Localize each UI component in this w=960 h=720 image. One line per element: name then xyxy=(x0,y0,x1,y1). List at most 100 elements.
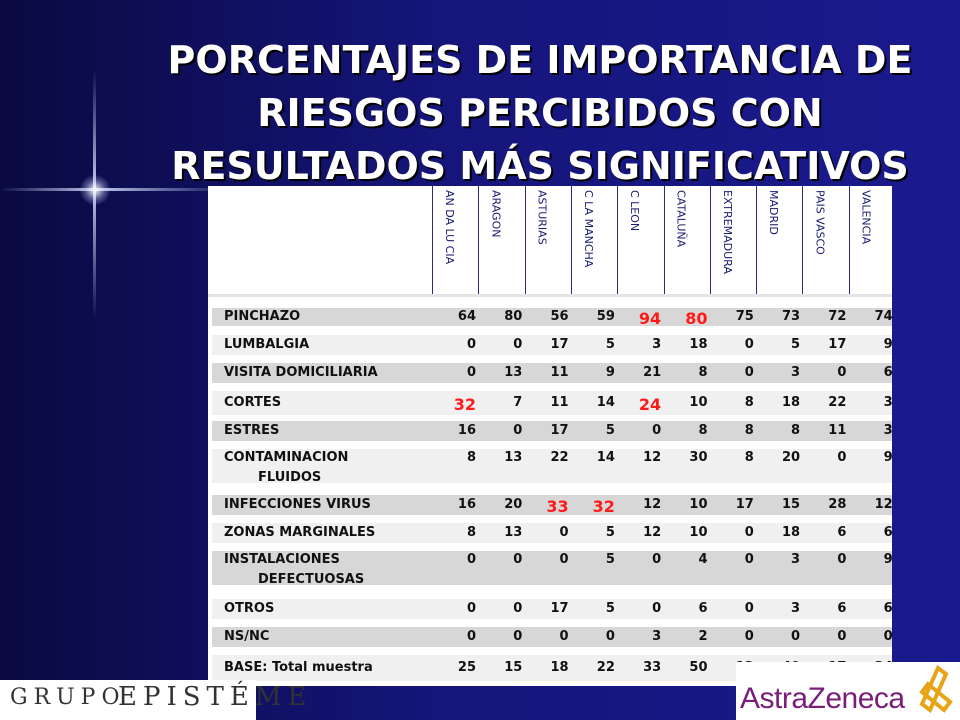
table-cell: 15 xyxy=(782,497,801,512)
row-label: INSTALACIONES DEFECTUOSAS xyxy=(224,550,364,590)
row-label-line: INSTALACIONES xyxy=(224,552,340,567)
row-label: VISITA DOMICILIARIA xyxy=(224,363,378,383)
table-cell: 12 xyxy=(643,525,662,540)
table-cell: 17 xyxy=(550,337,569,352)
grupo-episteme-logo: GRUPO EPISTÉME xyxy=(0,680,306,720)
table-cell: 17 xyxy=(550,423,569,438)
table-cell: 15 xyxy=(504,660,523,675)
table-cell: 0 xyxy=(744,365,754,380)
table-row: VISITA DOMICILIARIA 0 13 11 9 21 8 0 3 0 6 xyxy=(208,360,893,386)
row-label-line: ESTRES xyxy=(224,423,280,438)
table-cell: 72 xyxy=(828,309,847,324)
table-cell: 0 xyxy=(652,601,662,616)
table-cell: 8 xyxy=(698,423,708,438)
row-label-line: FLUIDOS xyxy=(258,470,322,485)
table-cell: 0 xyxy=(559,629,569,644)
column-header-label: ARAGON xyxy=(489,190,503,238)
table-cell: 12 xyxy=(643,497,662,512)
table-cell: 22 xyxy=(550,450,569,465)
row-label-line: LUMBALGIA xyxy=(224,337,310,352)
table-cell: 18 xyxy=(689,337,708,352)
column-header: MADRID xyxy=(756,186,803,296)
row-label-line: VISITA DOMICILIARIA xyxy=(224,365,378,380)
table-cell: 16 xyxy=(457,497,476,512)
table-cell: 0 xyxy=(744,337,754,352)
table-cell: 3 xyxy=(652,337,662,352)
table-cell: 5 xyxy=(605,337,615,352)
row-band xyxy=(212,308,892,326)
row-label: INFECCIONES VIRUS xyxy=(224,495,371,515)
row-band xyxy=(212,523,892,543)
table-cell: 22 xyxy=(828,395,847,410)
column-header-label: AN DA LU CIA xyxy=(443,190,456,265)
table-cell: 75 xyxy=(735,309,754,324)
astrazeneca-logo: AstraZeneca xyxy=(736,662,960,720)
column-header: AN DA LU CIA xyxy=(432,186,479,296)
table-row: NS/NC 0 0 0 0 3 2 0 0 0 0 xyxy=(208,624,893,650)
table-cell: 0 xyxy=(466,601,476,616)
table-row: CORTES 32 7 11 14 24 10 8 18 22 3 xyxy=(208,388,893,418)
row-band xyxy=(212,421,892,441)
row-band xyxy=(212,391,892,415)
row-label-line: DEFECTUOSAS xyxy=(258,572,365,587)
logo-astrazeneca-text: AstraZeneca xyxy=(740,682,905,715)
table-cell: 0 xyxy=(791,629,801,644)
table-cell: 8 xyxy=(744,395,754,410)
table-cell: 13 xyxy=(504,365,523,380)
table-cell: 9 xyxy=(883,450,893,465)
table-cell: 0 xyxy=(883,629,893,644)
highlighted-cell: 32 xyxy=(592,497,615,516)
row-label: LUMBALGIA xyxy=(224,335,309,355)
highlighted-cell: 32 xyxy=(453,395,476,414)
column-header-label: C LEON xyxy=(628,190,642,232)
slide-title: PORCENTAJES DE IMPORTANCIA DE RIESGOS PE… xyxy=(100,34,960,193)
table-cell: 6 xyxy=(883,525,893,540)
table-cell: 25 xyxy=(457,660,476,675)
column-header: C LEON xyxy=(617,186,664,296)
table-cell: 0 xyxy=(744,552,754,567)
table-cell: 3 xyxy=(883,423,893,438)
table-cell: 0 xyxy=(513,629,523,644)
row-label-line: NS/NC xyxy=(224,629,270,644)
table-cell: 0 xyxy=(513,423,523,438)
table-cell: 17 xyxy=(735,497,754,512)
row-label: CONTAMINACION FLUIDOS xyxy=(224,448,348,488)
table-cell: 3 xyxy=(791,601,801,616)
highlighted-cell: 24 xyxy=(638,395,662,414)
table-cell: 74 xyxy=(874,309,893,324)
row-band xyxy=(212,599,892,619)
row-band xyxy=(212,495,892,515)
title-line-2: RIESGOS PERCIBIDOS CON xyxy=(257,91,823,135)
table-cell: 5 xyxy=(605,552,615,567)
table-cell: 8 xyxy=(744,423,754,438)
table-cell: 18 xyxy=(550,660,569,675)
row-label: ZONAS MARGINALES xyxy=(224,523,375,543)
table-cell: 14 xyxy=(596,450,615,465)
table-cell: 0 xyxy=(466,552,476,567)
table-cell: 9 xyxy=(883,337,893,352)
table-cell: 5 xyxy=(605,601,615,616)
table-cell: 6 xyxy=(883,365,893,380)
table-cell: 8 xyxy=(791,423,801,438)
table-cell: 0 xyxy=(652,552,662,567)
table-cell: 4 xyxy=(698,552,708,567)
table-cell: 20 xyxy=(504,497,523,512)
column-header-label: ASTURIAS xyxy=(535,190,549,245)
table-cell: 3 xyxy=(652,629,662,644)
row-label: ESTRES xyxy=(224,421,279,441)
table-row: INFECCIONES VIRUS 16 20 33 32 12 10 17 15 28 12 xyxy=(208,492,893,518)
logo-episteme-text: EPISTÉME xyxy=(118,682,313,712)
row-label: PINCHAZO xyxy=(224,307,300,327)
row-label: BASE: Total muestra xyxy=(224,658,373,678)
logo-grupo-text: GRUPO xyxy=(10,685,126,710)
table-cell: 22 xyxy=(596,660,615,675)
table-cell: 9 xyxy=(883,552,893,567)
table-cell: 59 xyxy=(596,309,615,324)
light-flare-horizontal xyxy=(0,188,230,191)
table-cell: 0 xyxy=(744,601,754,616)
table-cell: 20 xyxy=(782,450,801,465)
table-cell: 3 xyxy=(791,552,801,567)
table-cell: 12 xyxy=(874,497,893,512)
row-label: CORTES xyxy=(224,393,281,413)
column-header: C LA MANCHA xyxy=(570,186,618,296)
